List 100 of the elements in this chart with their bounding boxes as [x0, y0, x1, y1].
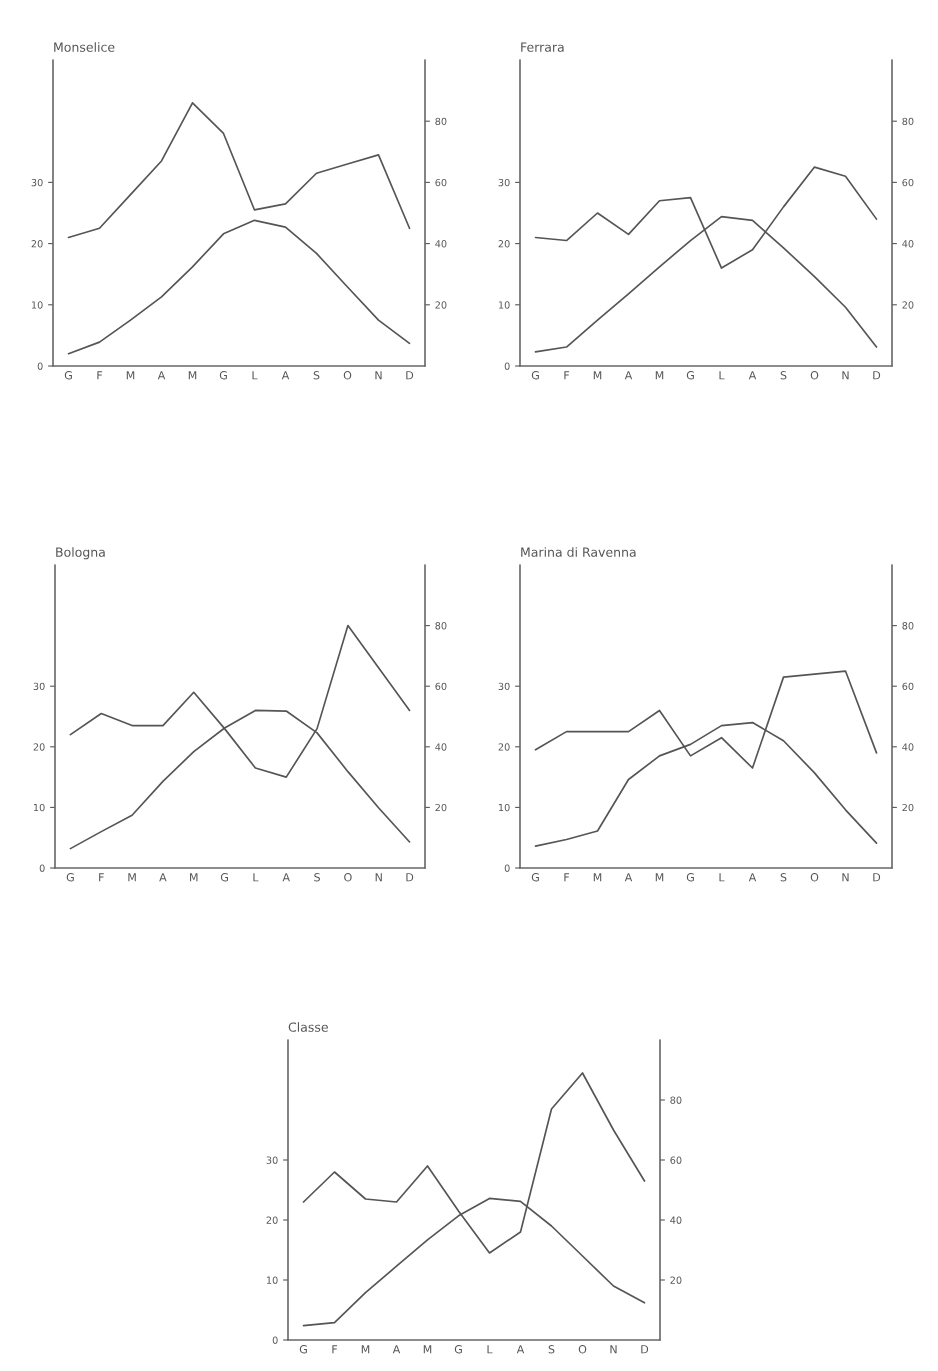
x-tick-label: D	[406, 873, 414, 882]
x-tick-label: M	[188, 371, 197, 380]
x-tick-label: G	[686, 873, 694, 882]
y2-tick-label: 40	[670, 1216, 682, 1224]
y-tick-label: 10	[31, 301, 43, 309]
x-tick-label: F	[99, 873, 104, 882]
x-tick-label: F	[97, 371, 103, 380]
y-tick-label: 0	[504, 362, 510, 370]
x-tick-label: S	[780, 873, 787, 882]
x-tick-label: L	[252, 371, 258, 380]
x-tick-label: F	[564, 371, 570, 380]
x-tick-label: O	[344, 873, 352, 882]
x-tick-label: M	[593, 371, 602, 380]
y2-tick-label: 40	[435, 743, 447, 751]
x-tick-label: A	[157, 371, 166, 380]
x-tick-label: M	[128, 873, 136, 882]
x-tick-label: A	[159, 873, 167, 882]
x-tick-label: G	[66, 873, 74, 882]
y-tick-label: 30	[266, 1156, 278, 1164]
y2-tick-label: 80	[435, 622, 447, 630]
x-tick-label: O	[343, 371, 352, 380]
x-tick-label: O	[578, 1345, 587, 1354]
chart-title: Monselice	[54, 42, 115, 52]
y2-tick-label: 20	[670, 1276, 682, 1284]
line-series	[67, 102, 411, 239]
x-tick-label: O	[810, 873, 819, 882]
y2-tick-label: 80	[670, 1096, 682, 1104]
y-tick-label: 10	[266, 1276, 278, 1284]
x-tick-label: F	[332, 1345, 338, 1354]
x-tick-label: A	[282, 873, 290, 882]
x-tick-label: A	[516, 1345, 525, 1354]
x-tick-label: N	[610, 1345, 617, 1354]
y2-tick-label: 80	[902, 622, 914, 630]
x-tick-label: L	[719, 371, 725, 380]
y2-tick-label: 80	[902, 117, 914, 126]
x-tick-label: G	[219, 371, 227, 380]
y-tick-label: 30	[498, 682, 510, 691]
y-tick-label: 0	[272, 1336, 278, 1344]
x-tick-label: L	[487, 1345, 493, 1354]
x-tick-label: G	[299, 1345, 307, 1354]
y2-tick-label: 40	[435, 240, 447, 248]
line-series	[67, 219, 411, 355]
y2-tick-label: 60	[670, 1156, 682, 1164]
x-tick-label: S	[314, 873, 320, 882]
chart-title: Ferrara	[521, 42, 564, 52]
x-tick-label: G	[686, 371, 694, 380]
x-tick-label: M	[423, 1345, 432, 1354]
x-tick-label: D	[406, 371, 414, 380]
x-tick-label: A	[748, 371, 757, 380]
y-tick-label: 10	[33, 803, 45, 812]
x-tick-label: S	[548, 1345, 555, 1354]
chart-title: Marina di Ravenna	[521, 547, 636, 557]
y2-tick-label: 20	[902, 803, 914, 812]
x-tick-label: A	[624, 371, 633, 380]
y2-tick-label: 40	[902, 240, 914, 248]
x-tick-label: G	[454, 1345, 462, 1354]
y2-tick-label: 80	[435, 117, 447, 126]
x-tick-label: M	[655, 873, 664, 882]
y2-tick-label: 60	[902, 178, 914, 187]
x-tick-label: M	[190, 873, 198, 882]
y2-tick-label: 60	[902, 682, 914, 691]
y2-tick-label: 60	[435, 682, 447, 691]
x-tick-label: L	[253, 873, 259, 882]
x-tick-label: D	[873, 371, 881, 380]
x-tick-label: G	[531, 873, 539, 882]
y-tick-label: 20	[266, 1216, 278, 1224]
x-tick-label: G	[220, 873, 228, 882]
y-tick-label: 30	[33, 682, 45, 691]
x-tick-label: M	[126, 371, 135, 380]
x-tick-label: L	[719, 873, 725, 882]
x-tick-label: S	[313, 371, 320, 380]
x-tick-label: N	[842, 873, 849, 882]
x-tick-label: M	[655, 371, 664, 380]
x-tick-label: M	[593, 873, 602, 882]
y-tick-label: 20	[33, 743, 45, 751]
x-tick-label: G	[531, 371, 539, 380]
y-tick-label: 20	[498, 743, 510, 751]
y-tick-label: 0	[37, 362, 43, 370]
x-tick-label: N	[375, 371, 382, 380]
y2-tick-label: 20	[902, 301, 914, 309]
y-tick-label: 20	[31, 240, 43, 248]
x-tick-label: M	[361, 1345, 370, 1354]
x-tick-label: A	[624, 873, 633, 882]
y-tick-label: 30	[498, 178, 510, 187]
chart-title: Classe	[288, 1022, 328, 1032]
x-tick-label: A	[748, 873, 757, 882]
y-tick-label: 10	[498, 301, 510, 309]
y-tick-label: 0	[39, 864, 45, 872]
y-tick-label: 0	[504, 864, 510, 872]
chart-title: Bologna	[56, 547, 105, 560]
x-tick-label: N	[375, 873, 382, 882]
x-tick-label: D	[873, 873, 881, 882]
y-tick-label: 30	[31, 178, 43, 187]
x-tick-label: O	[810, 371, 819, 380]
x-tick-label: G	[64, 371, 72, 380]
x-tick-label: N	[842, 371, 849, 380]
y-tick-label: 20	[498, 240, 510, 248]
x-tick-label: F	[564, 873, 570, 882]
x-tick-label: A	[281, 371, 290, 380]
y2-tick-label: 40	[902, 743, 914, 751]
